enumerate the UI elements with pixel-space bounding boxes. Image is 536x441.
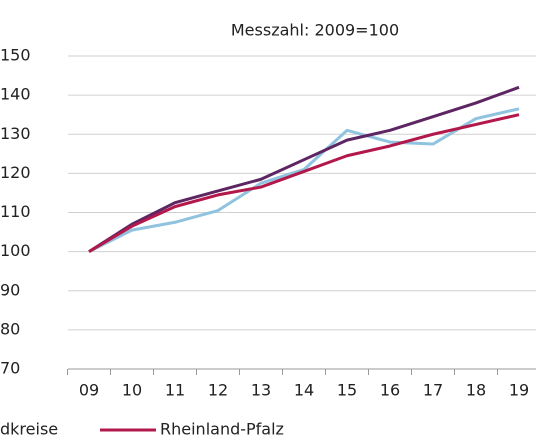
y-tick-label: 130 [0,124,31,143]
x-tick-label: 13 [251,381,271,400]
x-tick-label: 10 [122,381,142,400]
y-tick-label: 140 [0,85,31,104]
x-tick-label: 18 [466,381,486,400]
x-tick-label: 09 [79,381,99,400]
legend-label: dkreise [0,420,58,439]
y-tick-label: 150 [0,46,31,65]
y-tick-label: 110 [0,202,31,221]
series-line [88,85,520,253]
series-line [88,113,520,253]
y-tick-label: 100 [0,241,31,260]
y-tick-label: 90 [0,280,20,299]
chart-title: Messzahl: 2009=100 [231,21,399,40]
y-tick-label: 70 [0,359,20,378]
x-tick-label: 19 [509,381,529,400]
y-tick-label: 80 [0,319,20,338]
x-tick-label: 14 [294,381,314,400]
x-tick-label: 16 [380,381,400,400]
legend-label: Rheinland-Pfalz [160,420,284,439]
series-line [88,107,520,253]
x-tick-label: 12 [208,381,228,400]
x-tick-label: 15 [337,381,357,400]
x-tick-label: 17 [423,381,443,400]
y-tick-label: 120 [0,163,31,182]
x-tick-label: 11 [165,381,185,400]
